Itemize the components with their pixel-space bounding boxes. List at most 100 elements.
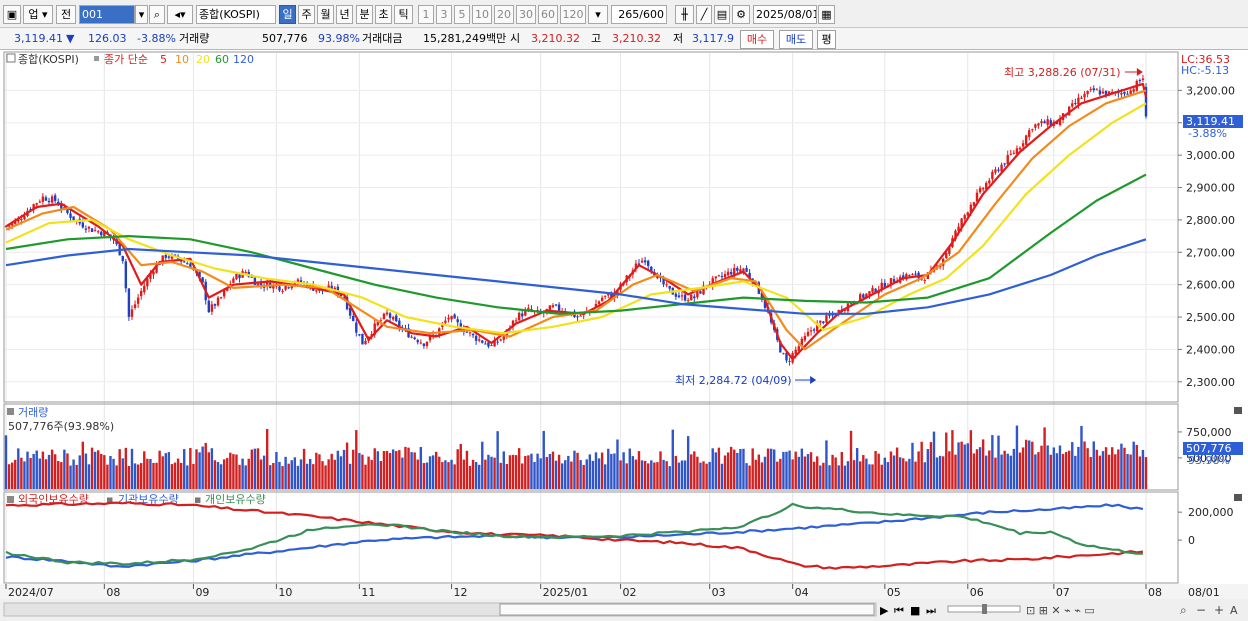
volume-bar-79 bbox=[247, 458, 250, 489]
candle-body-75 bbox=[235, 273, 238, 280]
line-tool-icon[interactable]: ╱ bbox=[696, 5, 712, 24]
period-second-tab[interactable]: 초 bbox=[375, 5, 392, 24]
period-year-tab[interactable]: 년 bbox=[336, 5, 353, 24]
scroll-thumb[interactable] bbox=[499, 603, 875, 616]
candle-body-199 bbox=[616, 290, 619, 295]
period-day-tab[interactable]: 일 bbox=[279, 5, 296, 24]
interval-120-button[interactable]: 120 bbox=[560, 5, 586, 24]
ma-line-60 bbox=[5, 173, 1147, 315]
volume-bar-300 bbox=[926, 449, 930, 489]
candle-body-123 bbox=[382, 313, 386, 319]
candle-body-122 bbox=[379, 320, 383, 322]
calendar-icon[interactable]: ▦ bbox=[818, 5, 835, 24]
current-volume-tag bbox=[1183, 442, 1243, 455]
zoom-search-icon[interactable]: ⌕ bbox=[1180, 603, 1187, 617]
volume-bar-211 bbox=[653, 462, 656, 489]
volume-bar-119 bbox=[370, 459, 373, 489]
low-annotation: 최저 2,284.72 (04/09) bbox=[675, 374, 792, 387]
volume-bar-356 bbox=[1098, 455, 1102, 489]
zoom-out-icon[interactable]: − bbox=[1196, 603, 1206, 617]
index-name-field[interactable]: 종합(KOSPI) bbox=[196, 5, 276, 24]
volume-bar-179 bbox=[554, 460, 558, 489]
eval-button[interactable]: 평 bbox=[817, 30, 836, 49]
stop-icon[interactable]: ■ bbox=[910, 604, 920, 617]
candle-body-93 bbox=[290, 285, 293, 289]
volume-bar-180 bbox=[557, 454, 561, 489]
volume-bar-156 bbox=[484, 459, 487, 489]
code-dropdown-icon[interactable]: ▾ bbox=[135, 5, 148, 24]
quote-info-bar: 3,119.41 ▼ 126.03 -3.88% 거래량 507,776 93.… bbox=[0, 28, 1248, 50]
candle-body-232 bbox=[717, 275, 721, 277]
volume-bar-28 bbox=[90, 447, 94, 489]
candle-body-71 bbox=[222, 290, 226, 297]
volume-bar-286 bbox=[883, 457, 887, 489]
interval-5-button[interactable]: 5 bbox=[454, 5, 470, 24]
sell-button[interactable]: 매도 bbox=[779, 30, 813, 49]
volume-bar-86 bbox=[269, 465, 272, 489]
tool-icons[interactable]: ⊡ ⊞ ✕ ⌁ ⌁ ▭ bbox=[1026, 604, 1095, 617]
code-input[interactable]: 001 bbox=[79, 5, 135, 24]
interval-3-button[interactable]: 3 bbox=[436, 5, 452, 24]
candle-body-3 bbox=[14, 220, 17, 224]
interval-dropdown-icon[interactable]: ▾ bbox=[588, 5, 608, 24]
volume-bar-207 bbox=[640, 460, 644, 489]
chart-area[interactable]: 종합(KOSPI) 종가 단순 5 10 20 60 120 LC:36.53 … bbox=[0, 50, 1248, 621]
buy-button[interactable]: 매수 bbox=[740, 30, 774, 49]
candle-body-48 bbox=[152, 271, 155, 275]
save-icon[interactable]: ▤ bbox=[714, 5, 730, 24]
volume-bar-326 bbox=[1006, 453, 1009, 489]
volume-bar-270 bbox=[834, 457, 837, 489]
first-page-icon[interactable]: ⏮ bbox=[894, 604, 904, 617]
volume-bar-290 bbox=[895, 447, 899, 489]
candle-body-156 bbox=[484, 343, 487, 345]
volume-bar-134 bbox=[416, 459, 419, 489]
volume-bar-107 bbox=[333, 459, 336, 489]
candle-body-115 bbox=[358, 334, 361, 336]
interval-1-button[interactable]: 1 bbox=[418, 5, 434, 24]
time-label-12: 07 bbox=[1056, 586, 1070, 599]
candle-body-43 bbox=[136, 297, 140, 304]
period-tick-tab[interactable]: 틱 bbox=[394, 5, 413, 24]
volume-bar-273 bbox=[843, 465, 847, 489]
volume-bar-359 bbox=[1107, 454, 1111, 489]
last-page-icon[interactable]: ⏭ bbox=[926, 604, 936, 617]
gear-icon[interactable]: ⚙ bbox=[732, 5, 750, 24]
volume-bar-91 bbox=[284, 456, 287, 489]
volume-bar-172 bbox=[533, 461, 536, 489]
volume-bar-185 bbox=[573, 450, 576, 489]
interval-20-button[interactable]: 20 bbox=[494, 5, 514, 24]
volume-bar-175 bbox=[542, 430, 545, 489]
period-minute-tab[interactable]: 분 bbox=[356, 5, 373, 24]
zoom-in-icon[interactable]: + bbox=[1214, 603, 1224, 617]
volume-bar-341 bbox=[1052, 447, 1056, 489]
volume-panel-close-icon[interactable] bbox=[1234, 407, 1242, 414]
interval-10-button[interactable]: 10 bbox=[472, 5, 492, 24]
open-label: 시 bbox=[510, 32, 521, 45]
volume-bar-7 bbox=[26, 451, 29, 489]
auto-scale-icon[interactable]: A bbox=[1230, 604, 1238, 617]
volume-bar-93 bbox=[290, 460, 293, 489]
candle-type-icon[interactable]: ╫ bbox=[675, 5, 694, 24]
prev-button[interactable]: 전 bbox=[56, 5, 76, 24]
current-volume-tag-text: 507,776 bbox=[1186, 442, 1232, 455]
interval-30-button[interactable]: 30 bbox=[516, 5, 536, 24]
speaker-icon[interactable]: ◂▾ bbox=[167, 5, 193, 24]
window-menu-icon[interactable]: ▣ bbox=[3, 5, 21, 24]
date-field[interactable]: 2025/08/01 bbox=[753, 5, 817, 24]
candle-body-170 bbox=[527, 308, 530, 311]
volume-bar-64 bbox=[201, 446, 204, 489]
search-icon[interactable]: ⌕ bbox=[149, 5, 165, 24]
count-field[interactable]: 265/600 bbox=[611, 5, 667, 24]
period-week-tab[interactable]: 주 bbox=[298, 5, 315, 24]
interval-60-button[interactable]: 60 bbox=[538, 5, 558, 24]
volume-bar-61 bbox=[192, 463, 195, 489]
volume-bar-106 bbox=[330, 453, 333, 489]
zoom-slider-handle[interactable] bbox=[982, 604, 987, 614]
market-type-select[interactable]: 업 ▾ bbox=[23, 5, 53, 24]
candle-body-294 bbox=[908, 274, 911, 276]
period-month-tab[interactable]: 월 bbox=[317, 5, 334, 24]
scroll-right-icon[interactable]: ▶ bbox=[880, 604, 889, 617]
volume-bar-318 bbox=[981, 439, 985, 489]
investor-panel-close-icon[interactable] bbox=[1234, 494, 1242, 501]
candle-body-268 bbox=[828, 314, 831, 316]
